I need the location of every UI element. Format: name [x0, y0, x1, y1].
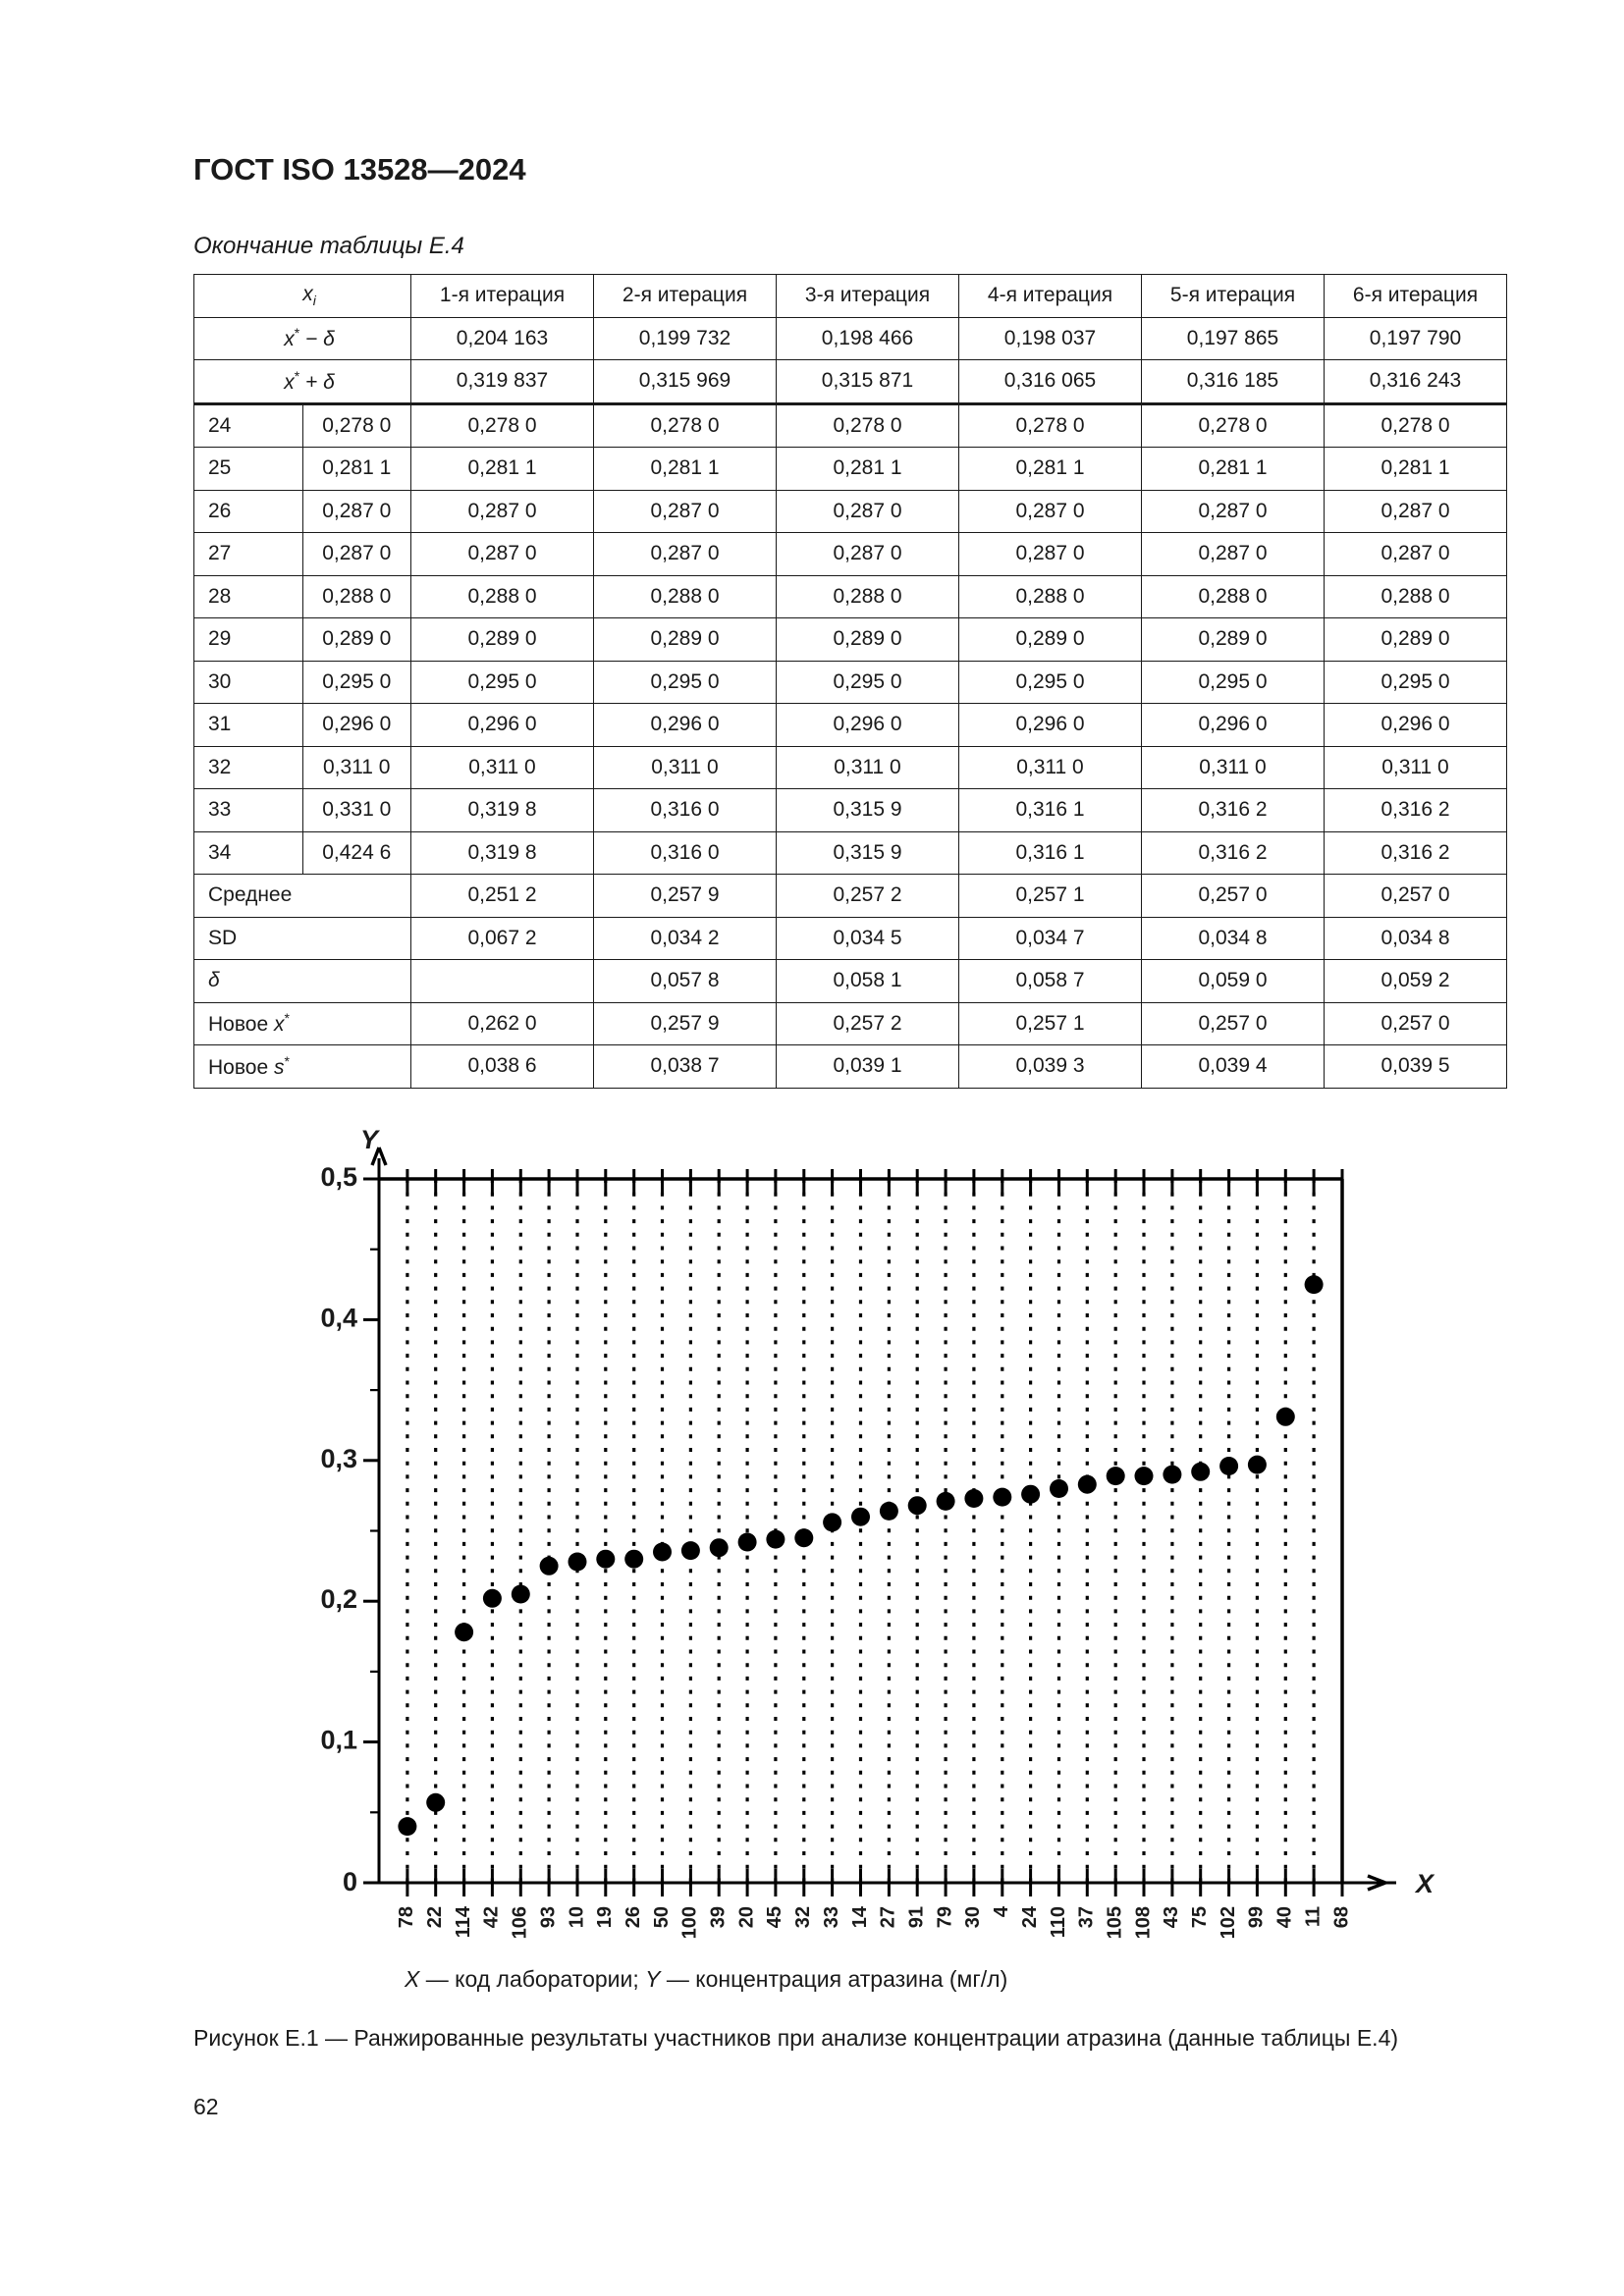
svg-text:0,1: 0,1	[320, 1726, 357, 1755]
svg-text:33: 33	[821, 1906, 842, 1928]
svg-text:91: 91	[905, 1906, 927, 1928]
svg-text:24: 24	[1019, 1905, 1041, 1928]
svg-text:26: 26	[623, 1906, 644, 1928]
svg-text:30: 30	[962, 1906, 984, 1928]
svg-text:0,5: 0,5	[320, 1162, 357, 1192]
svg-text:0,4: 0,4	[320, 1303, 357, 1332]
svg-text:105: 105	[1104, 1906, 1125, 1939]
svg-text:100: 100	[679, 1906, 701, 1939]
svg-text:75: 75	[1189, 1906, 1211, 1928]
svg-text:0: 0	[343, 1867, 357, 1896]
svg-text:108: 108	[1132, 1906, 1154, 1939]
svg-text:32: 32	[792, 1906, 814, 1928]
svg-text:78: 78	[396, 1906, 417, 1928]
svg-text:Y: Y	[360, 1129, 381, 1154]
svg-text:10: 10	[566, 1906, 587, 1928]
svg-text:79: 79	[934, 1906, 955, 1928]
svg-text:19: 19	[594, 1906, 616, 1928]
svg-text:4: 4	[991, 1905, 1012, 1917]
svg-text:27: 27	[878, 1906, 899, 1928]
svg-text:110: 110	[1048, 1906, 1069, 1938]
svg-text:37: 37	[1076, 1906, 1098, 1928]
svg-text:11: 11	[1302, 1906, 1324, 1927]
svg-text:14: 14	[849, 1905, 871, 1928]
svg-text:X: X	[1414, 1869, 1435, 1898]
svg-text:43: 43	[1161, 1906, 1182, 1928]
svg-text:114: 114	[453, 1905, 474, 1938]
svg-text:68: 68	[1330, 1906, 1352, 1928]
svg-text:42: 42	[481, 1906, 503, 1928]
svg-text:50: 50	[651, 1906, 673, 1928]
svg-text:93: 93	[537, 1906, 559, 1928]
svg-text:102: 102	[1218, 1906, 1239, 1939]
svg-text:45: 45	[764, 1906, 785, 1928]
svg-text:99: 99	[1246, 1906, 1268, 1928]
svg-text:39: 39	[707, 1906, 729, 1928]
svg-text:106: 106	[510, 1906, 531, 1939]
svg-text:0,2: 0,2	[320, 1584, 357, 1614]
svg-text:40: 40	[1274, 1906, 1296, 1928]
svg-text:20: 20	[735, 1906, 757, 1928]
svg-text:0,3: 0,3	[320, 1444, 357, 1473]
svg-text:22: 22	[424, 1906, 446, 1928]
